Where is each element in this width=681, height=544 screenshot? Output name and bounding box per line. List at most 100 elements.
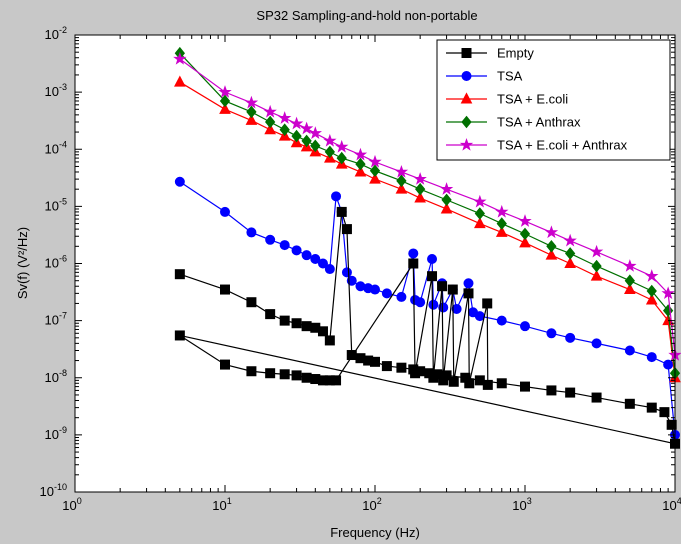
legend-label: Empty: [497, 46, 534, 61]
legend-item: TSA + E.coli + Anthrax: [446, 138, 628, 153]
data-point-3-14: [441, 193, 452, 207]
data-point-4-20: [589, 244, 604, 258]
data-point-2-1: [219, 102, 231, 114]
data-point-1-23: [428, 299, 439, 310]
legend-item: TSA: [446, 69, 523, 84]
data-point-1-16: [370, 284, 380, 295]
legend-marker: [461, 71, 472, 81]
data-point-0-27: [546, 385, 557, 396]
data-point-3-16: [496, 217, 507, 230]
data-point-0-2: [246, 297, 257, 308]
data-point-3-13: [415, 182, 426, 196]
y-tick-label: 10-10: [40, 482, 67, 499]
legend-item: TSA + E.coli: [446, 92, 568, 107]
x-tick-label: 100: [62, 496, 81, 513]
data-point-3-5: [291, 129, 302, 143]
legend-label: TSA + E.coli + Anthrax: [497, 138, 628, 153]
data-point-3-19: [565, 247, 576, 260]
data-point-4-19: [563, 233, 577, 247]
data-point-1-17: [381, 288, 392, 299]
data-point-1-33: [546, 328, 557, 339]
data-point-0-41: [301, 372, 312, 383]
data-point-3-7: [310, 139, 321, 153]
data-point-4-18: [544, 225, 559, 239]
data-point-4-6: [299, 121, 314, 135]
data-point-1-37: [646, 352, 657, 363]
data-point-4-3: [263, 104, 277, 118]
data-point-1-21: [415, 297, 426, 308]
data-point-1-1: [220, 206, 230, 217]
data-point-0-36: [220, 359, 230, 370]
legend: Empty TSA TSA + E.coli TSA + Anthrax TSA + E…: [436, 39, 671, 161]
data-point-2-17: [519, 236, 531, 248]
data-point-0-53: [448, 376, 459, 387]
data-point-2-11: [369, 172, 381, 184]
data-point-0-28: [565, 387, 576, 398]
data-point-1-2: [246, 227, 257, 238]
data-point-1-36: [624, 345, 635, 356]
legend-label: TSA + Anthrax: [497, 115, 581, 130]
data-point-0-33: [666, 419, 677, 430]
data-point-0-46: [408, 258, 419, 269]
data-point-0-49: [428, 372, 439, 383]
data-point-0-47: [410, 368, 421, 379]
data-point-0-17: [396, 362, 407, 373]
data-point-1-32: [520, 321, 530, 332]
data-point-0-11: [341, 224, 352, 235]
data-point-1-5: [291, 245, 302, 256]
x-tick-label: 103: [512, 496, 531, 513]
y-tick-label: 10-5: [45, 196, 67, 213]
legend-label: TSA: [497, 69, 523, 84]
series-line-0: [179, 211, 676, 445]
data-point-4-21: [623, 259, 637, 272]
series-4: [173, 51, 681, 361]
y-tick-label: 10-9: [45, 425, 67, 442]
legend-item: Empty: [446, 46, 534, 61]
data-point-1-18: [396, 291, 407, 302]
data-point-1-30: [474, 311, 485, 322]
data-point-0-51: [438, 375, 449, 386]
data-point-1-27: [451, 303, 462, 314]
data-point-0-25: [496, 378, 507, 389]
data-point-4-15: [473, 194, 487, 208]
x-tick-label: 101: [212, 496, 231, 513]
series-3: [174, 46, 681, 380]
data-point-2-12: [395, 182, 408, 194]
data-point-1-38: [663, 359, 674, 370]
data-point-1-4: [279, 240, 290, 251]
y-axis-label: Sv(f) (V²/Hz): [15, 227, 30, 299]
data-point-0-38: [265, 368, 276, 379]
data-point-1-28: [463, 278, 474, 289]
legend-marker: [459, 137, 474, 151]
data-point-4-1: [218, 85, 232, 98]
data-point-0-30: [624, 398, 635, 409]
y-tick-label: 10-7: [45, 311, 67, 328]
data-point-2-3: [264, 123, 276, 135]
data-point-0-6: [301, 321, 312, 332]
data-point-0-0: [174, 269, 185, 280]
data-point-1-22: [427, 253, 438, 264]
data-point-2-18: [545, 248, 558, 260]
legend-label: TSA + E.coli: [497, 92, 568, 107]
data-point-1-7: [310, 253, 321, 264]
data-point-2-2: [245, 113, 258, 125]
data-point-0-16: [381, 361, 392, 372]
data-point-0-3: [265, 309, 276, 320]
data-point-0-48: [427, 271, 438, 282]
x-tick-label: 104: [662, 496, 681, 513]
data-point-2-21: [624, 282, 636, 295]
data-point-2-13: [414, 191, 426, 203]
plot-area: [173, 46, 681, 449]
x-axis-label: Frequency (Hz): [330, 525, 420, 540]
data-point-3-17: [519, 227, 531, 241]
series-2: [174, 75, 681, 383]
data-point-1-31: [496, 315, 507, 326]
data-point-0-35: [174, 330, 185, 341]
data-point-1-10: [331, 191, 342, 202]
chart-title: SP32 Sampling-and-hold non-portable: [256, 8, 477, 23]
data-point-2-10: [354, 165, 367, 177]
data-point-3-8: [324, 145, 335, 159]
data-point-3-1: [219, 94, 231, 108]
